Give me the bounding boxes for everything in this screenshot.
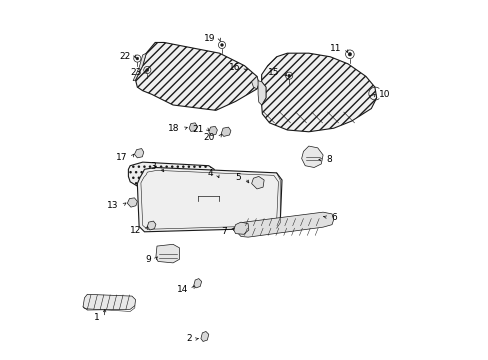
Polygon shape [134, 149, 143, 158]
Text: 12: 12 [130, 225, 142, 234]
Polygon shape [261, 53, 376, 132]
Circle shape [347, 53, 351, 56]
Polygon shape [128, 162, 215, 187]
Text: 17: 17 [116, 153, 127, 162]
Polygon shape [156, 244, 179, 263]
Text: 15: 15 [267, 68, 279, 77]
Polygon shape [137, 167, 282, 232]
Polygon shape [83, 294, 135, 310]
Text: 3: 3 [150, 162, 156, 171]
Text: 2: 2 [185, 334, 191, 343]
Text: 23: 23 [130, 68, 142, 77]
Polygon shape [201, 332, 208, 342]
Polygon shape [251, 76, 258, 89]
Circle shape [220, 44, 223, 46]
Polygon shape [133, 53, 146, 81]
Text: 14: 14 [176, 285, 188, 294]
Circle shape [287, 74, 290, 77]
Text: 22: 22 [120, 52, 131, 61]
Text: 6: 6 [330, 213, 336, 222]
Text: 5: 5 [235, 174, 241, 183]
Text: 11: 11 [329, 44, 341, 53]
Circle shape [145, 68, 148, 71]
Text: 4: 4 [207, 170, 213, 179]
Polygon shape [233, 222, 248, 234]
Polygon shape [251, 176, 264, 189]
Polygon shape [189, 123, 197, 131]
Text: 16: 16 [228, 63, 240, 72]
Polygon shape [193, 279, 201, 288]
Text: 13: 13 [107, 201, 119, 210]
Text: 21: 21 [192, 126, 203, 135]
Circle shape [136, 57, 139, 60]
Polygon shape [127, 198, 137, 207]
Polygon shape [301, 146, 323, 167]
Polygon shape [135, 42, 258, 111]
Polygon shape [147, 221, 156, 230]
Text: 10: 10 [378, 90, 389, 99]
Text: 1: 1 [94, 313, 100, 322]
Polygon shape [258, 81, 265, 105]
Text: 8: 8 [326, 156, 332, 165]
Polygon shape [208, 126, 217, 136]
Text: 19: 19 [203, 35, 215, 44]
Text: 20: 20 [203, 132, 215, 141]
Text: 9: 9 [145, 255, 151, 264]
Text: 18: 18 [168, 124, 179, 133]
Polygon shape [236, 212, 333, 237]
Polygon shape [221, 127, 230, 136]
Text: 7: 7 [221, 227, 227, 236]
